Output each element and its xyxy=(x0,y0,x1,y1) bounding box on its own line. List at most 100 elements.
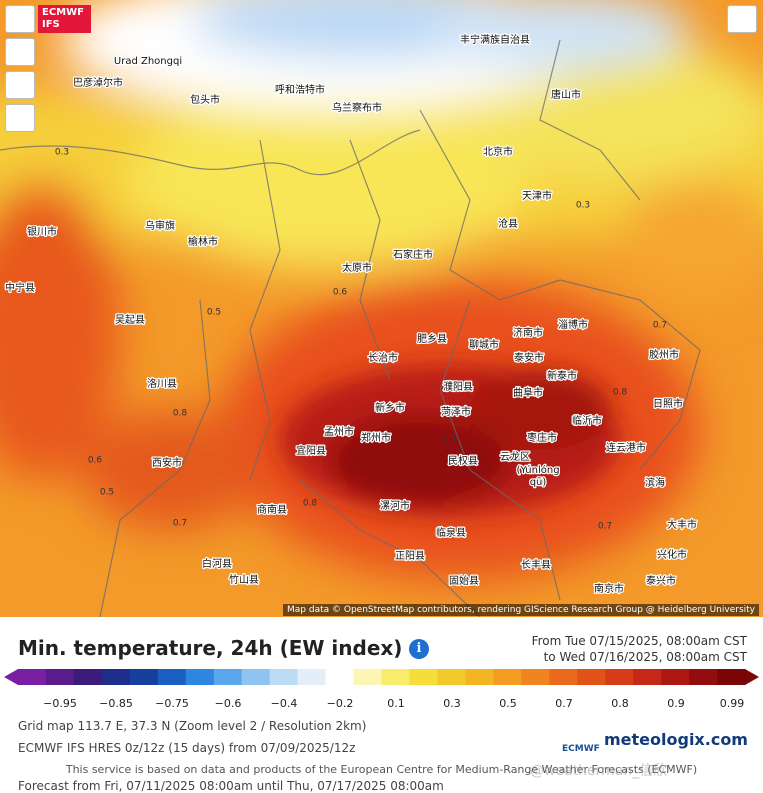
place-label: 曲阜市 xyxy=(513,386,543,399)
scale-segment xyxy=(381,669,410,685)
scale-tick-label: 0.7 xyxy=(555,697,573,710)
grid-info: Grid map 113.7 E, 37.3 N (Zoom level 2 /… xyxy=(18,719,367,733)
place-label: 泰安市 xyxy=(514,351,544,364)
scale-segment xyxy=(633,669,662,685)
contour-label: 0.3 xyxy=(55,148,69,158)
scale-tick-label: −0.95 xyxy=(43,697,77,710)
scale-segment xyxy=(213,669,243,685)
place-label: 郑州市 xyxy=(361,431,391,444)
place-label: 丰宁满族自治县 xyxy=(460,33,530,46)
scale-segment xyxy=(521,669,550,685)
place-label: 孟州市 xyxy=(324,425,354,438)
place-label: 白河县 xyxy=(202,557,232,570)
scale-segment xyxy=(45,669,75,685)
contour-label: 0.3 xyxy=(576,201,590,211)
scale-segment xyxy=(661,669,690,685)
period-to: to Wed 07/16/2025, 08:00am CST xyxy=(543,650,747,664)
place-label: 长治市 xyxy=(368,351,398,364)
contour-label: 0.8 xyxy=(303,499,318,509)
scale-tick-label: 0.3 xyxy=(443,697,461,710)
place-label: 濮阳县 xyxy=(443,380,473,393)
scale-segment xyxy=(185,669,215,685)
place-label: 太原市 xyxy=(342,261,372,274)
contour-label: 0.6 xyxy=(333,288,348,298)
scale-segment xyxy=(73,669,103,685)
scale-tick-label: −0.4 xyxy=(270,697,298,710)
place-label: 日照市 xyxy=(653,397,683,410)
place-label: Urad Zhongqi xyxy=(114,56,182,67)
place-label: 云龙区 xyxy=(500,450,530,463)
place-label: 唐山市 xyxy=(551,88,581,101)
contour-label: 0.7 xyxy=(653,321,667,331)
temperature-field xyxy=(0,0,763,580)
ecmwf-logo: ECMWF xyxy=(562,744,600,754)
place-label: 宜阳县 xyxy=(296,444,326,457)
scale-segment xyxy=(157,669,187,685)
place-label: 新乡市 xyxy=(375,401,405,414)
share-button[interactable] xyxy=(727,5,757,33)
place-label: 银川市 xyxy=(27,225,57,238)
scale-segment xyxy=(269,669,299,685)
place-label: 胶州市 xyxy=(649,348,679,361)
contour-label: 0.8 xyxy=(613,388,628,398)
scale-end xyxy=(745,669,759,685)
model-badge[interactable]: ECMWF IFS xyxy=(38,5,91,33)
place-label: 固始县 xyxy=(449,574,479,587)
place-label: 兴化市 xyxy=(657,548,687,561)
place-label: 商南县 xyxy=(257,503,287,516)
place-label: 连云港市 xyxy=(606,441,646,454)
place-label: 枣庄市 xyxy=(527,431,557,444)
place-label: 乌兰察布市 xyxy=(332,101,382,114)
place-label: 北京市 xyxy=(483,145,513,158)
place-label: 榆林市 xyxy=(188,235,218,248)
locate-button[interactable] xyxy=(5,38,35,66)
scale-segment xyxy=(605,669,634,685)
scale-segment xyxy=(465,669,494,685)
place-label: 滨海 xyxy=(645,476,665,489)
place-label: 泰兴市 xyxy=(646,574,676,587)
place-label: qū) xyxy=(530,477,547,488)
place-label: 正阳县 xyxy=(395,550,425,562)
zoom-button[interactable] xyxy=(5,71,35,99)
hot-core xyxy=(280,365,620,515)
scale-segment xyxy=(689,669,718,685)
scale-tick-label: 0.99 xyxy=(719,697,745,710)
contour-label: 0.7 xyxy=(598,522,612,532)
place-label: 民权县 xyxy=(448,454,478,467)
place-label: 包头市 xyxy=(190,93,220,106)
borders xyxy=(0,39,701,617)
meteologix-logo[interactable]: meteologix.com xyxy=(604,730,748,749)
scale-segment xyxy=(297,669,327,685)
place-label: 长丰县 xyxy=(521,558,551,571)
scale-tick-label: 0.8 xyxy=(611,697,629,710)
place-label: 洛川县 xyxy=(147,377,177,390)
scale-tick-label: 0.5 xyxy=(499,697,517,710)
scale-segment xyxy=(325,669,355,685)
info-icon[interactable]: i xyxy=(409,639,429,659)
place-label: 聊城市 xyxy=(469,338,499,351)
place-label: 呼和浩特市 xyxy=(275,83,325,96)
map: Urad Zhongqi 巴彦淖尔市 包头市 呼和浩特市 乌兰察布市 丰宁满族自治县 北京市… xyxy=(0,0,763,617)
scale-segment xyxy=(18,669,47,685)
place-label: 淄博市 xyxy=(558,318,588,331)
period-from: From Tue 07/15/2025, 08:00am CST xyxy=(531,634,747,648)
refresh-button[interactable] xyxy=(5,5,35,33)
scale-segment xyxy=(493,669,522,685)
forecast-range: Forecast from Fri, 07/11/2025 08:00am un… xyxy=(18,779,444,793)
place-label: 济南市 xyxy=(513,326,543,339)
scale-tick-label: −0.2 xyxy=(326,697,354,710)
service-note: This service is based on data and produc… xyxy=(65,763,698,776)
place-label: 天津市 xyxy=(522,189,552,202)
contour-label: 0.7 xyxy=(443,436,457,446)
scale-segment xyxy=(437,669,466,685)
model-info: ECMWF IFS HRES 0z/12z (15 days) from 07/… xyxy=(18,741,356,755)
place-label: 竹山县 xyxy=(229,573,259,586)
place-label: 乌审旗 xyxy=(145,219,175,232)
city-button[interactable] xyxy=(5,104,35,132)
place-label: 临泉县 xyxy=(436,526,466,539)
place-label: (Yúnlóng xyxy=(516,464,559,476)
scale-tick-label: 0.1 xyxy=(387,697,405,710)
place-label: 吴起县 xyxy=(115,314,145,326)
